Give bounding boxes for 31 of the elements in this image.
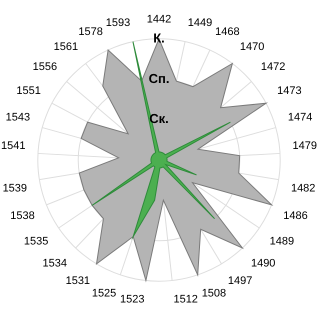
spoke-label: 1556	[32, 60, 58, 73]
spoke-label: 1489	[270, 236, 294, 248]
spoke-label: 1442	[146, 14, 172, 26]
spoke-label: 1539	[2, 182, 28, 194]
spoke-label: 1593	[106, 16, 130, 29]
spoke-label: 1535	[24, 236, 48, 248]
spoke-label: 1468	[215, 26, 240, 38]
spoke-label: 1578	[78, 26, 103, 38]
y-tick-label: Сп.	[148, 70, 170, 86]
spoke-label: 1534	[42, 258, 68, 270]
spoke-label: 1538	[10, 210, 35, 222]
spoke-label: 1449	[188, 16, 212, 29]
spoke-label: 1479	[292, 140, 317, 152]
spoke-label: 1543	[6, 112, 30, 124]
spoke-label: 1523	[120, 294, 145, 306]
spoke-label: 1497	[228, 275, 252, 288]
spoke-label: 1541	[1, 140, 26, 152]
spoke-label: 1473	[277, 84, 302, 97]
spoke-label: 1470	[240, 40, 264, 53]
spoke-label: 1486	[283, 210, 308, 222]
spoke-label: 1512	[173, 294, 198, 306]
spoke-label: 1551	[16, 84, 41, 97]
spoke-label: 1490	[250, 258, 276, 270]
spoke-label: 1531	[66, 275, 90, 288]
spoke-label: 1472	[260, 60, 286, 73]
spoke-label: 1561	[54, 40, 78, 53]
spoke-label: 1525	[92, 287, 116, 300]
spoke-label: 1474	[288, 112, 312, 124]
spoke-label: 1482	[290, 182, 316, 194]
spoke-label: 1508	[202, 287, 226, 300]
y-tick-label: К.	[153, 30, 165, 46]
